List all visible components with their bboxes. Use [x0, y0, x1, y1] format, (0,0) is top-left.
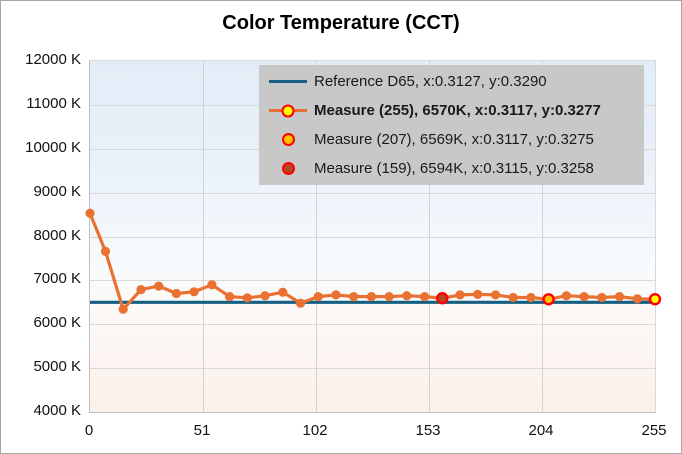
data-point [260, 291, 270, 301]
data-point [313, 292, 323, 302]
data-point [349, 292, 359, 302]
data-point [242, 293, 252, 303]
data-point [171, 288, 181, 299]
x-tick-label: 0 [84, 422, 94, 439]
y-tick-label: 4000 K [33, 402, 81, 419]
legend-entry-label: Measure (255), 6570K, x:0.3117, y:0.3277 [314, 102, 601, 119]
x-tick-label: 153 [415, 422, 441, 439]
data-point [632, 294, 642, 304]
measure-dot-swatch [268, 133, 308, 146]
legend-entry-label: Measure (207), 6569K, x:0.3117, y:0.3275 [314, 131, 594, 148]
data-point [402, 291, 412, 301]
data-point [473, 289, 483, 299]
x-tick-label: 255 [641, 422, 667, 439]
legend-dot-sample [281, 104, 295, 117]
data-point [278, 287, 288, 297]
chart-title: Color Temperature (CCT) [222, 12, 460, 34]
legend-entry: Reference D65, x:0.3127, y:0.3290 [259, 68, 644, 96]
y-tick-label: 10000 K [25, 138, 81, 156]
data-point [526, 292, 536, 303]
legend-entry-label: Measure (159), 6594K, x:0.3115, y:0.3258 [314, 160, 594, 177]
data-point [100, 246, 111, 256]
y-tick-label: 12000 K [25, 51, 81, 68]
data-point [508, 292, 518, 303]
horizontal-gridline [90, 192, 655, 194]
legend-entry: Measure (207), 6569K, x:0.3117, y:0.3275 [259, 126, 644, 154]
y-tick-label: 7000 K [33, 270, 81, 288]
horizontal-gridline [90, 280, 655, 282]
horizontal-gridline [90, 236, 655, 238]
horizontal-gridline [90, 368, 655, 370]
x-tick-label: 102 [302, 422, 328, 439]
legend-entry: Measure (159), 6594K, x:0.3115, y:0.3258 [259, 155, 644, 183]
data-point [154, 281, 164, 291]
vertical-gridline [542, 61, 543, 412]
data-point [85, 208, 95, 218]
y-tick-label: 9000 K [33, 182, 81, 200]
data-point [118, 304, 128, 314]
data-point [207, 280, 217, 290]
y-tick-label: 11000 K [26, 94, 81, 112]
data-point [455, 290, 465, 300]
data-point [614, 292, 625, 302]
measure-line-dot-swatch [268, 104, 308, 117]
data-point [136, 285, 146, 295]
data-point [366, 292, 376, 302]
data-point [189, 287, 199, 297]
legend-dot-sample [281, 162, 295, 175]
legend-dot-sample [281, 133, 295, 146]
x-tick-label: 204 [528, 422, 554, 439]
data-point [420, 292, 430, 302]
highlight-data-point-207 [542, 293, 555, 306]
data-point [597, 292, 607, 303]
data-point [490, 290, 501, 300]
data-point [561, 291, 571, 301]
vertical-gridline [429, 61, 430, 412]
horizontal-gridline [90, 324, 655, 326]
legend-line-sample [269, 80, 307, 83]
series-layer [85, 208, 662, 314]
data-point [295, 298, 306, 308]
y-tick-label: 6000 K [33, 314, 81, 332]
y-tick-label: 8000 K [33, 226, 81, 244]
highlight-data-point-255 [648, 292, 662, 306]
highlight-data-point-159 [436, 291, 449, 305]
data-point [225, 292, 235, 302]
chart-legend: Reference D65, x:0.3127, y:0.3290 Measure… [259, 65, 644, 185]
data-point [384, 292, 394, 302]
x-tick-label: 51 [193, 422, 211, 439]
measure-dot-swatch [268, 162, 308, 175]
legend-entry-label: Reference D65, x:0.3127, y:0.3290 [314, 73, 547, 90]
reference-line-swatch [268, 80, 308, 83]
legend-entry: Measure (255), 6570K, x:0.3117, y:0.3277 [259, 97, 644, 125]
data-point [579, 292, 589, 302]
vertical-gridline [316, 61, 317, 412]
y-tick-label: 5000 K [33, 358, 81, 376]
vertical-gridline [203, 61, 204, 412]
data-point [331, 290, 341, 300]
